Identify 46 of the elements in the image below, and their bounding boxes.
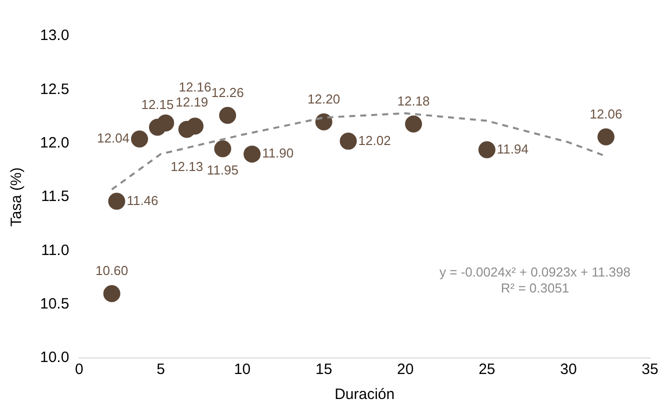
data-label: 12.06 [590, 106, 622, 122]
x-tick-label: 5 [156, 361, 165, 378]
data-label: 12.26 [211, 85, 244, 100]
data-label: 10.60 [96, 263, 128, 278]
y-tick-label: 10.5 [40, 295, 70, 312]
x-tick-label: 20 [397, 361, 414, 378]
data-label: 12.19 [176, 94, 208, 110]
data-label: 12.18 [397, 94, 430, 109]
data-label: 11.95 [206, 162, 239, 178]
annotation: y = -0.0024x² + 0.0923x + 11.398 [440, 264, 630, 280]
y-axis-title: Tasa (%) [8, 167, 26, 227]
y-tick-label: 10.0 [40, 349, 70, 366]
data-label: 12.04 [97, 130, 130, 146]
y-tick-label: 12.5 [40, 80, 70, 98]
point [214, 140, 232, 158]
annotation: R² = 0.3051 [500, 280, 570, 296]
x-tick-label: 0 [75, 361, 84, 378]
y-tick-label: 12.0 [40, 134, 70, 152]
data-label: 12.13 [170, 158, 204, 174]
data-label: 11.46 [126, 192, 158, 208]
x-tick-label: 30 [560, 361, 577, 378]
y-tick-label: 11.5 [41, 188, 70, 206]
data-label: 11.90 [262, 146, 294, 161]
y-tick-label: 11.0 [41, 242, 70, 259]
x-tick-label: 35 [642, 361, 658, 378]
data-label: 12.20 [308, 91, 340, 106]
x-tick-label: 25 [478, 361, 496, 378]
x-tick-label: 10 [234, 361, 251, 378]
data-label: 12.15 [141, 96, 174, 112]
x-tick-label: 15 [315, 361, 332, 378]
point [244, 146, 261, 163]
point [405, 116, 422, 133]
x-axis-title: Duración [334, 386, 395, 404]
point [108, 192, 126, 210]
point [131, 130, 148, 148]
y-tick-label: 13.0 [40, 27, 70, 44]
point [597, 128, 614, 146]
data-label: 11.94 [496, 141, 528, 156]
point [478, 141, 496, 158]
point [103, 285, 120, 302]
data-label: 12.16 [178, 80, 212, 95]
point [219, 106, 236, 124]
data-label: 12.02 [358, 132, 391, 148]
point [186, 118, 204, 135]
point [157, 114, 174, 132]
point [340, 132, 357, 150]
